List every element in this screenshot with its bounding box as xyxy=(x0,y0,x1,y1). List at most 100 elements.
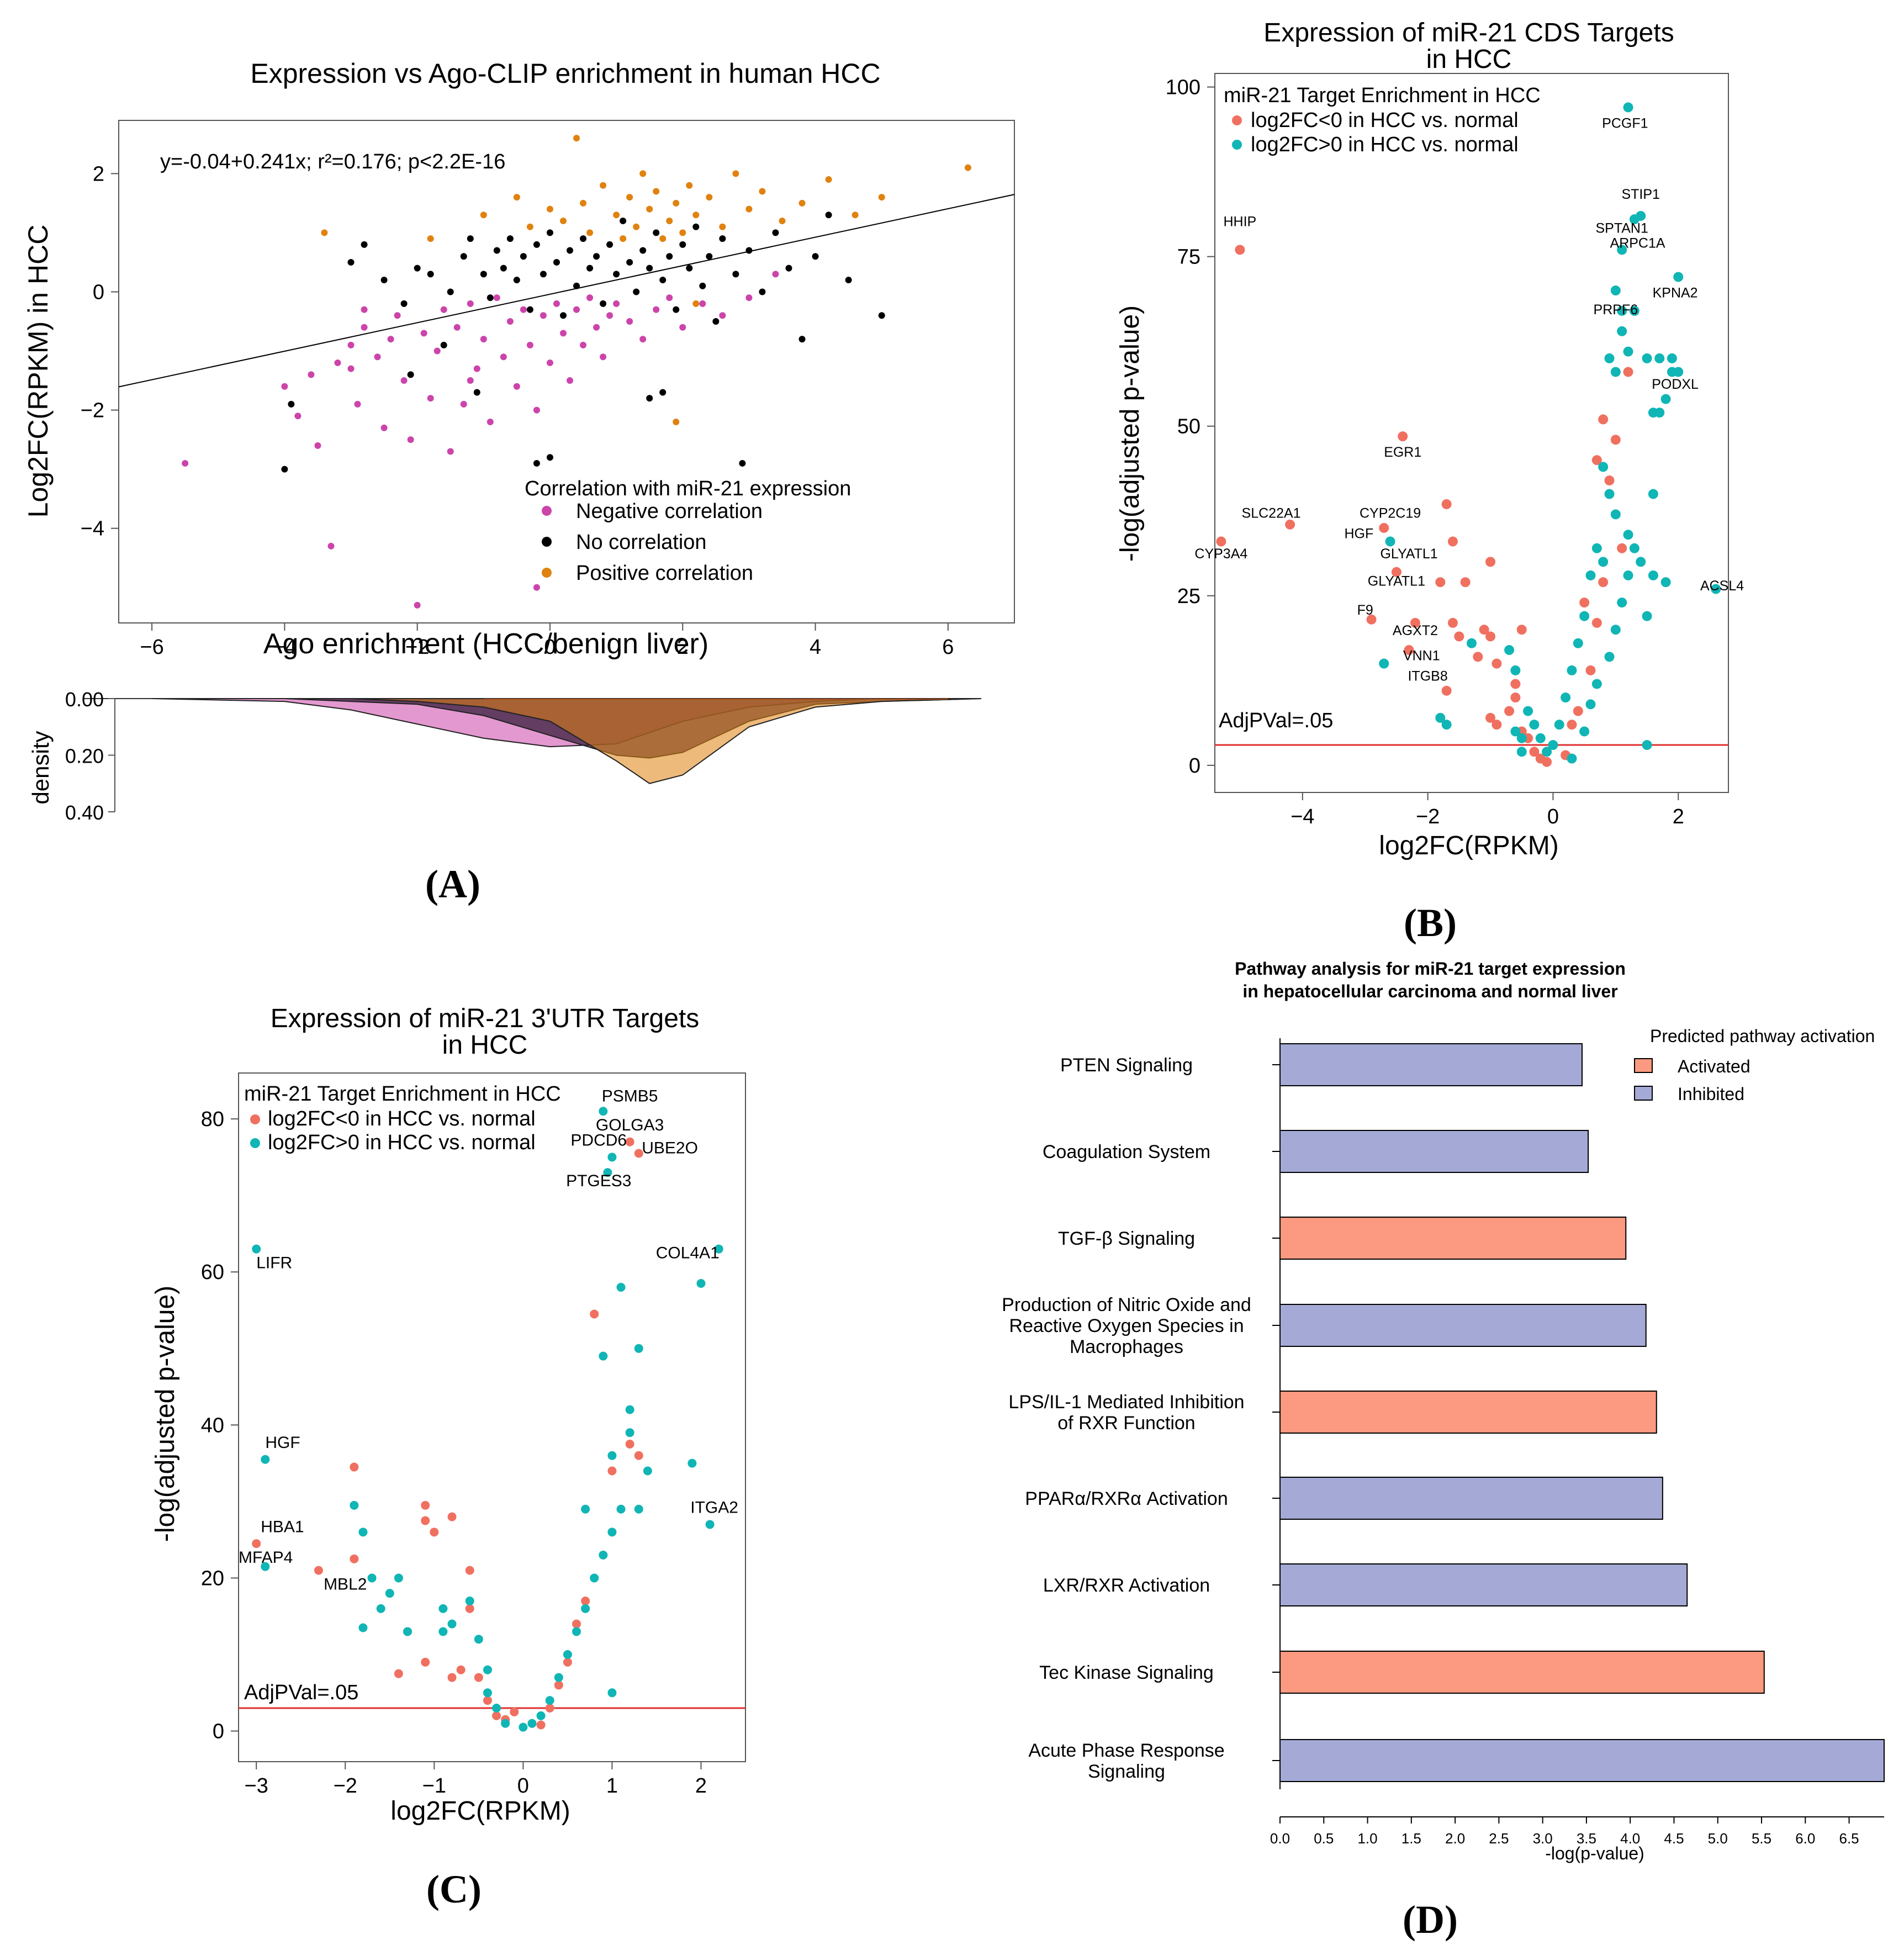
d-x-tick-label: 3.5 xyxy=(1577,1830,1596,1847)
pathway-label: LXR/RXR Activation xyxy=(1043,1575,1210,1596)
no-correlation-point xyxy=(380,277,388,284)
down-regulated-point xyxy=(1379,522,1389,533)
no-correlation-point xyxy=(719,235,726,242)
y-tick-label: −2 xyxy=(81,399,104,422)
up-regulated-point xyxy=(1673,367,1684,377)
panel-b-threshold-label: AdjPVal=.05 xyxy=(1219,709,1333,732)
up-regulated-point xyxy=(385,1589,394,1598)
positive-correlation-point xyxy=(732,170,739,177)
down-regulated-point xyxy=(581,1597,590,1606)
y-tick-label: 100 xyxy=(1166,76,1200,99)
down-regulated-point xyxy=(625,1439,634,1449)
no-correlation-point xyxy=(540,271,547,278)
positive-correlation-point xyxy=(633,223,640,230)
down-regulated-point xyxy=(1441,499,1452,509)
down-regulated-point xyxy=(350,1554,359,1563)
up-regulated-point xyxy=(599,1107,608,1116)
no-correlation-point xyxy=(580,235,587,242)
panel-b-title-line2: in HCC xyxy=(1426,45,1512,74)
up-regulated-point xyxy=(1523,706,1533,716)
no-correlation-point xyxy=(845,277,852,284)
down-regulated-point xyxy=(1492,658,1502,669)
no-correlation-point xyxy=(586,265,594,272)
pathway-bar xyxy=(1279,1130,1589,1173)
negative-correlation-point xyxy=(745,294,753,302)
up-regulated-point xyxy=(358,1623,368,1632)
pathway-bar xyxy=(1279,1739,1885,1782)
legend-none-label: No correlation xyxy=(576,531,707,554)
gene-label: COL4A1 xyxy=(656,1244,720,1262)
up-regulated-point xyxy=(714,1244,723,1254)
x-tick-label: 0 xyxy=(517,1774,529,1798)
positive-correlation-point xyxy=(686,182,693,189)
negative-correlation-point xyxy=(334,359,341,366)
up-regulated-point xyxy=(687,1458,697,1468)
panel-a-legend-title: Correlation with miR-21 expression xyxy=(525,477,851,500)
positive-correlation-point xyxy=(779,218,786,224)
gene-label: KPNA2 xyxy=(1653,285,1698,300)
up-regulated-point xyxy=(483,1665,492,1674)
up-regulated-point xyxy=(1385,536,1395,547)
gene-label: ARPC1A xyxy=(1610,236,1665,251)
positive-correlation-point xyxy=(798,199,806,207)
panel-c-points xyxy=(252,1107,723,1732)
down-regulated-point xyxy=(1366,614,1377,625)
down-regulated-point xyxy=(1441,685,1452,696)
x-tick-label: 0 xyxy=(544,636,556,659)
x-tick-label: 0 xyxy=(1547,805,1559,828)
pathway-bar xyxy=(1279,1217,1627,1260)
panel-d-legend-activated-swatch xyxy=(1634,1058,1653,1073)
down-regulated-point xyxy=(1585,665,1596,675)
up-regulated-point xyxy=(492,1704,501,1713)
down-regulated-point xyxy=(1216,536,1226,547)
no-correlation-point xyxy=(460,253,467,260)
negative-correlation-point xyxy=(600,353,607,361)
positive-correlation-point xyxy=(646,205,653,213)
no-correlation-point xyxy=(500,265,507,272)
down-regulated-point xyxy=(1410,617,1420,628)
up-regulated-point xyxy=(367,1573,377,1583)
panel-a-axes: −6 −4 −2 0 2 4 6 −4 −2 0 2 xyxy=(81,162,954,659)
pathway-label: Acute Phase Response xyxy=(1028,1740,1224,1761)
up-regulated-point xyxy=(599,1550,608,1560)
pathway-bar xyxy=(1279,1043,1583,1086)
gene-label: EGR1 xyxy=(1384,445,1421,460)
down-regulated-point xyxy=(1435,577,1446,588)
x-tick-label: 2 xyxy=(695,1774,707,1798)
no-correlation-point xyxy=(666,253,673,260)
positive-correlation-point xyxy=(745,205,753,213)
panel-d-bar-chart: 0.0 0.5 1.0 1.5 2.0 2.5 3.0 3.5 4.0 4.5 5.0 5.5 6.0 6… xyxy=(1002,1038,1885,1847)
up-regulated-point xyxy=(1711,584,1721,594)
no-correlation-point xyxy=(520,253,527,260)
x-tick-label: 1 xyxy=(606,1774,618,1798)
up-regulated-point xyxy=(1654,408,1665,418)
y-tick-label: 0 xyxy=(1189,754,1200,778)
negative-correlation-point xyxy=(314,442,321,449)
up-regulated-point xyxy=(616,1504,626,1514)
up-regulated-point xyxy=(1510,726,1521,737)
legend-positive-label: Positive correlation xyxy=(576,562,753,585)
pathway-bar xyxy=(1279,1304,1647,1347)
gene-label: GOLGA3 xyxy=(596,1116,664,1134)
y-tick-label: 40 xyxy=(201,1414,224,1437)
up-regulated-point xyxy=(1629,305,1639,316)
positive-correlation-point xyxy=(706,194,713,201)
negative-correlation-point xyxy=(639,336,647,343)
gene-label: HGF xyxy=(1344,526,1373,541)
gene-label: PSMB5 xyxy=(602,1087,658,1105)
up-regulated-point xyxy=(705,1520,715,1529)
negative-correlation-point xyxy=(493,294,500,302)
up-regulated-point xyxy=(607,1153,617,1162)
up-regulated-point xyxy=(1610,286,1621,296)
legend-none-marker xyxy=(542,537,552,547)
down-regulated-point xyxy=(1617,543,1627,553)
panel-a-density-plot: 0.00 0.20 0.40 xyxy=(65,688,981,824)
up-regulated-point xyxy=(447,1619,457,1629)
up-regulated-point xyxy=(1642,353,1652,363)
negative-correlation-point xyxy=(480,336,487,343)
panel-a-x-axis-label: Ago enrichment (HCC/benign liver) xyxy=(263,628,708,660)
panel-b-plot-frame xyxy=(1214,73,1729,793)
